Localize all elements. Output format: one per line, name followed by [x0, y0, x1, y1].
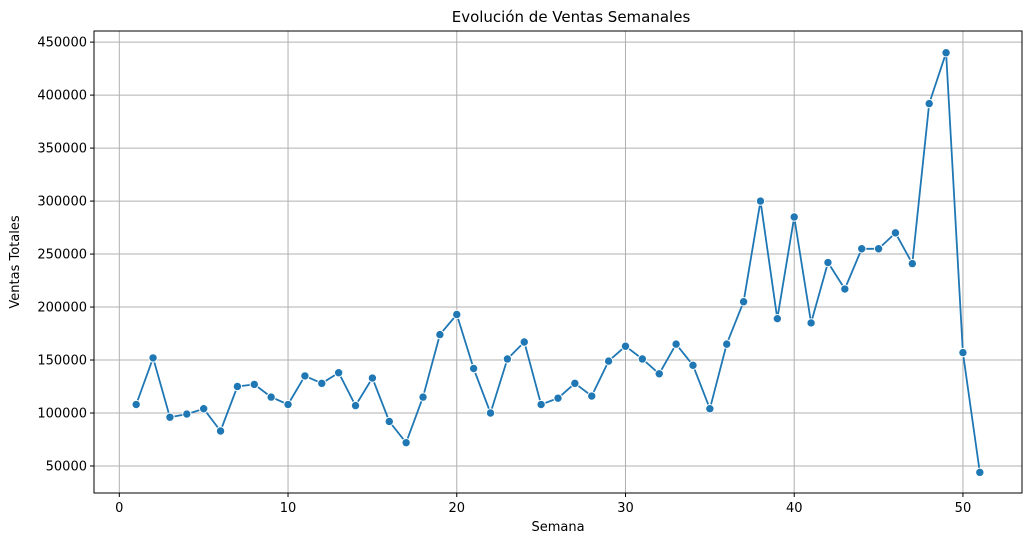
data-point [266, 392, 276, 402]
x-tick-label: 10 [280, 501, 297, 516]
data-point [941, 48, 951, 58]
data-point [401, 437, 411, 448]
data-point [452, 309, 462, 320]
data-point [705, 404, 715, 414]
data-point [435, 329, 445, 340]
data-point [468, 363, 479, 374]
y-axis-title: Ventas Totales [8, 215, 23, 308]
data-point [367, 373, 378, 383]
data-point [789, 212, 799, 222]
chart-title: Evolución de Ventas Semanales [452, 8, 691, 26]
y-tick-label: 150000 [37, 354, 87, 369]
data-point [772, 313, 783, 324]
data-point [873, 244, 884, 254]
data-point [232, 381, 243, 392]
data-point [333, 368, 344, 378]
grid-lines [94, 31, 1022, 493]
data-point [671, 339, 681, 349]
x-tick-label: 50 [955, 501, 972, 516]
data-point [182, 409, 192, 419]
data-point [924, 98, 934, 109]
data-point [890, 228, 901, 238]
data-point [502, 354, 513, 364]
plot-frame [93, 30, 1023, 494]
data-point [637, 354, 648, 364]
data-point [283, 399, 293, 410]
data-point [384, 416, 394, 427]
data-point [823, 257, 833, 268]
data-point [165, 412, 175, 422]
data-point [587, 391, 597, 401]
data-point [536, 399, 546, 410]
x-tick-label: 30 [617, 501, 634, 516]
data-point [722, 339, 732, 349]
y-tick-label: 350000 [37, 142, 87, 157]
data-point [198, 404, 209, 414]
data-point [350, 400, 361, 411]
series-line [135, 51, 981, 473]
data-point [857, 244, 867, 254]
y-tick-label: 100000 [37, 406, 87, 421]
y-tick-label: 250000 [37, 248, 87, 263]
data-point [131, 399, 141, 410]
data-point [620, 341, 631, 351]
data-point [485, 408, 496, 418]
data-point [148, 353, 158, 363]
data-point [654, 369, 664, 379]
data-point [907, 258, 918, 269]
y-tick-label: 450000 [37, 36, 87, 51]
series-layer [131, 48, 985, 478]
y-tick-label: 300000 [37, 195, 87, 210]
data-point [215, 426, 226, 436]
data-point [553, 393, 563, 403]
data-point [806, 318, 816, 328]
data-point [738, 297, 749, 307]
data-point [755, 196, 766, 206]
data-point [418, 392, 428, 402]
data-point [570, 378, 580, 389]
data-point [603, 356, 614, 366]
x-tick-label: 40 [786, 501, 803, 516]
y-tick-label: 200000 [37, 301, 87, 316]
data-point [300, 371, 310, 381]
data-point [688, 360, 698, 371]
data-point [975, 467, 985, 478]
data-point [249, 379, 259, 390]
y-tick-label: 400000 [37, 89, 87, 104]
axis-ticks: 0 10 20 30 40 50 50000 100000 150000 200000 250000… [37, 36, 971, 516]
data-point [317, 378, 327, 389]
x-tick-label: 20 [448, 501, 465, 516]
x-tick-label: 0 [115, 501, 123, 516]
x-axis-title: Semana [531, 520, 584, 535]
y-tick-label: 50000 [46, 459, 87, 474]
data-point [958, 347, 968, 358]
data-point [840, 284, 850, 294]
data-point [519, 337, 529, 347]
